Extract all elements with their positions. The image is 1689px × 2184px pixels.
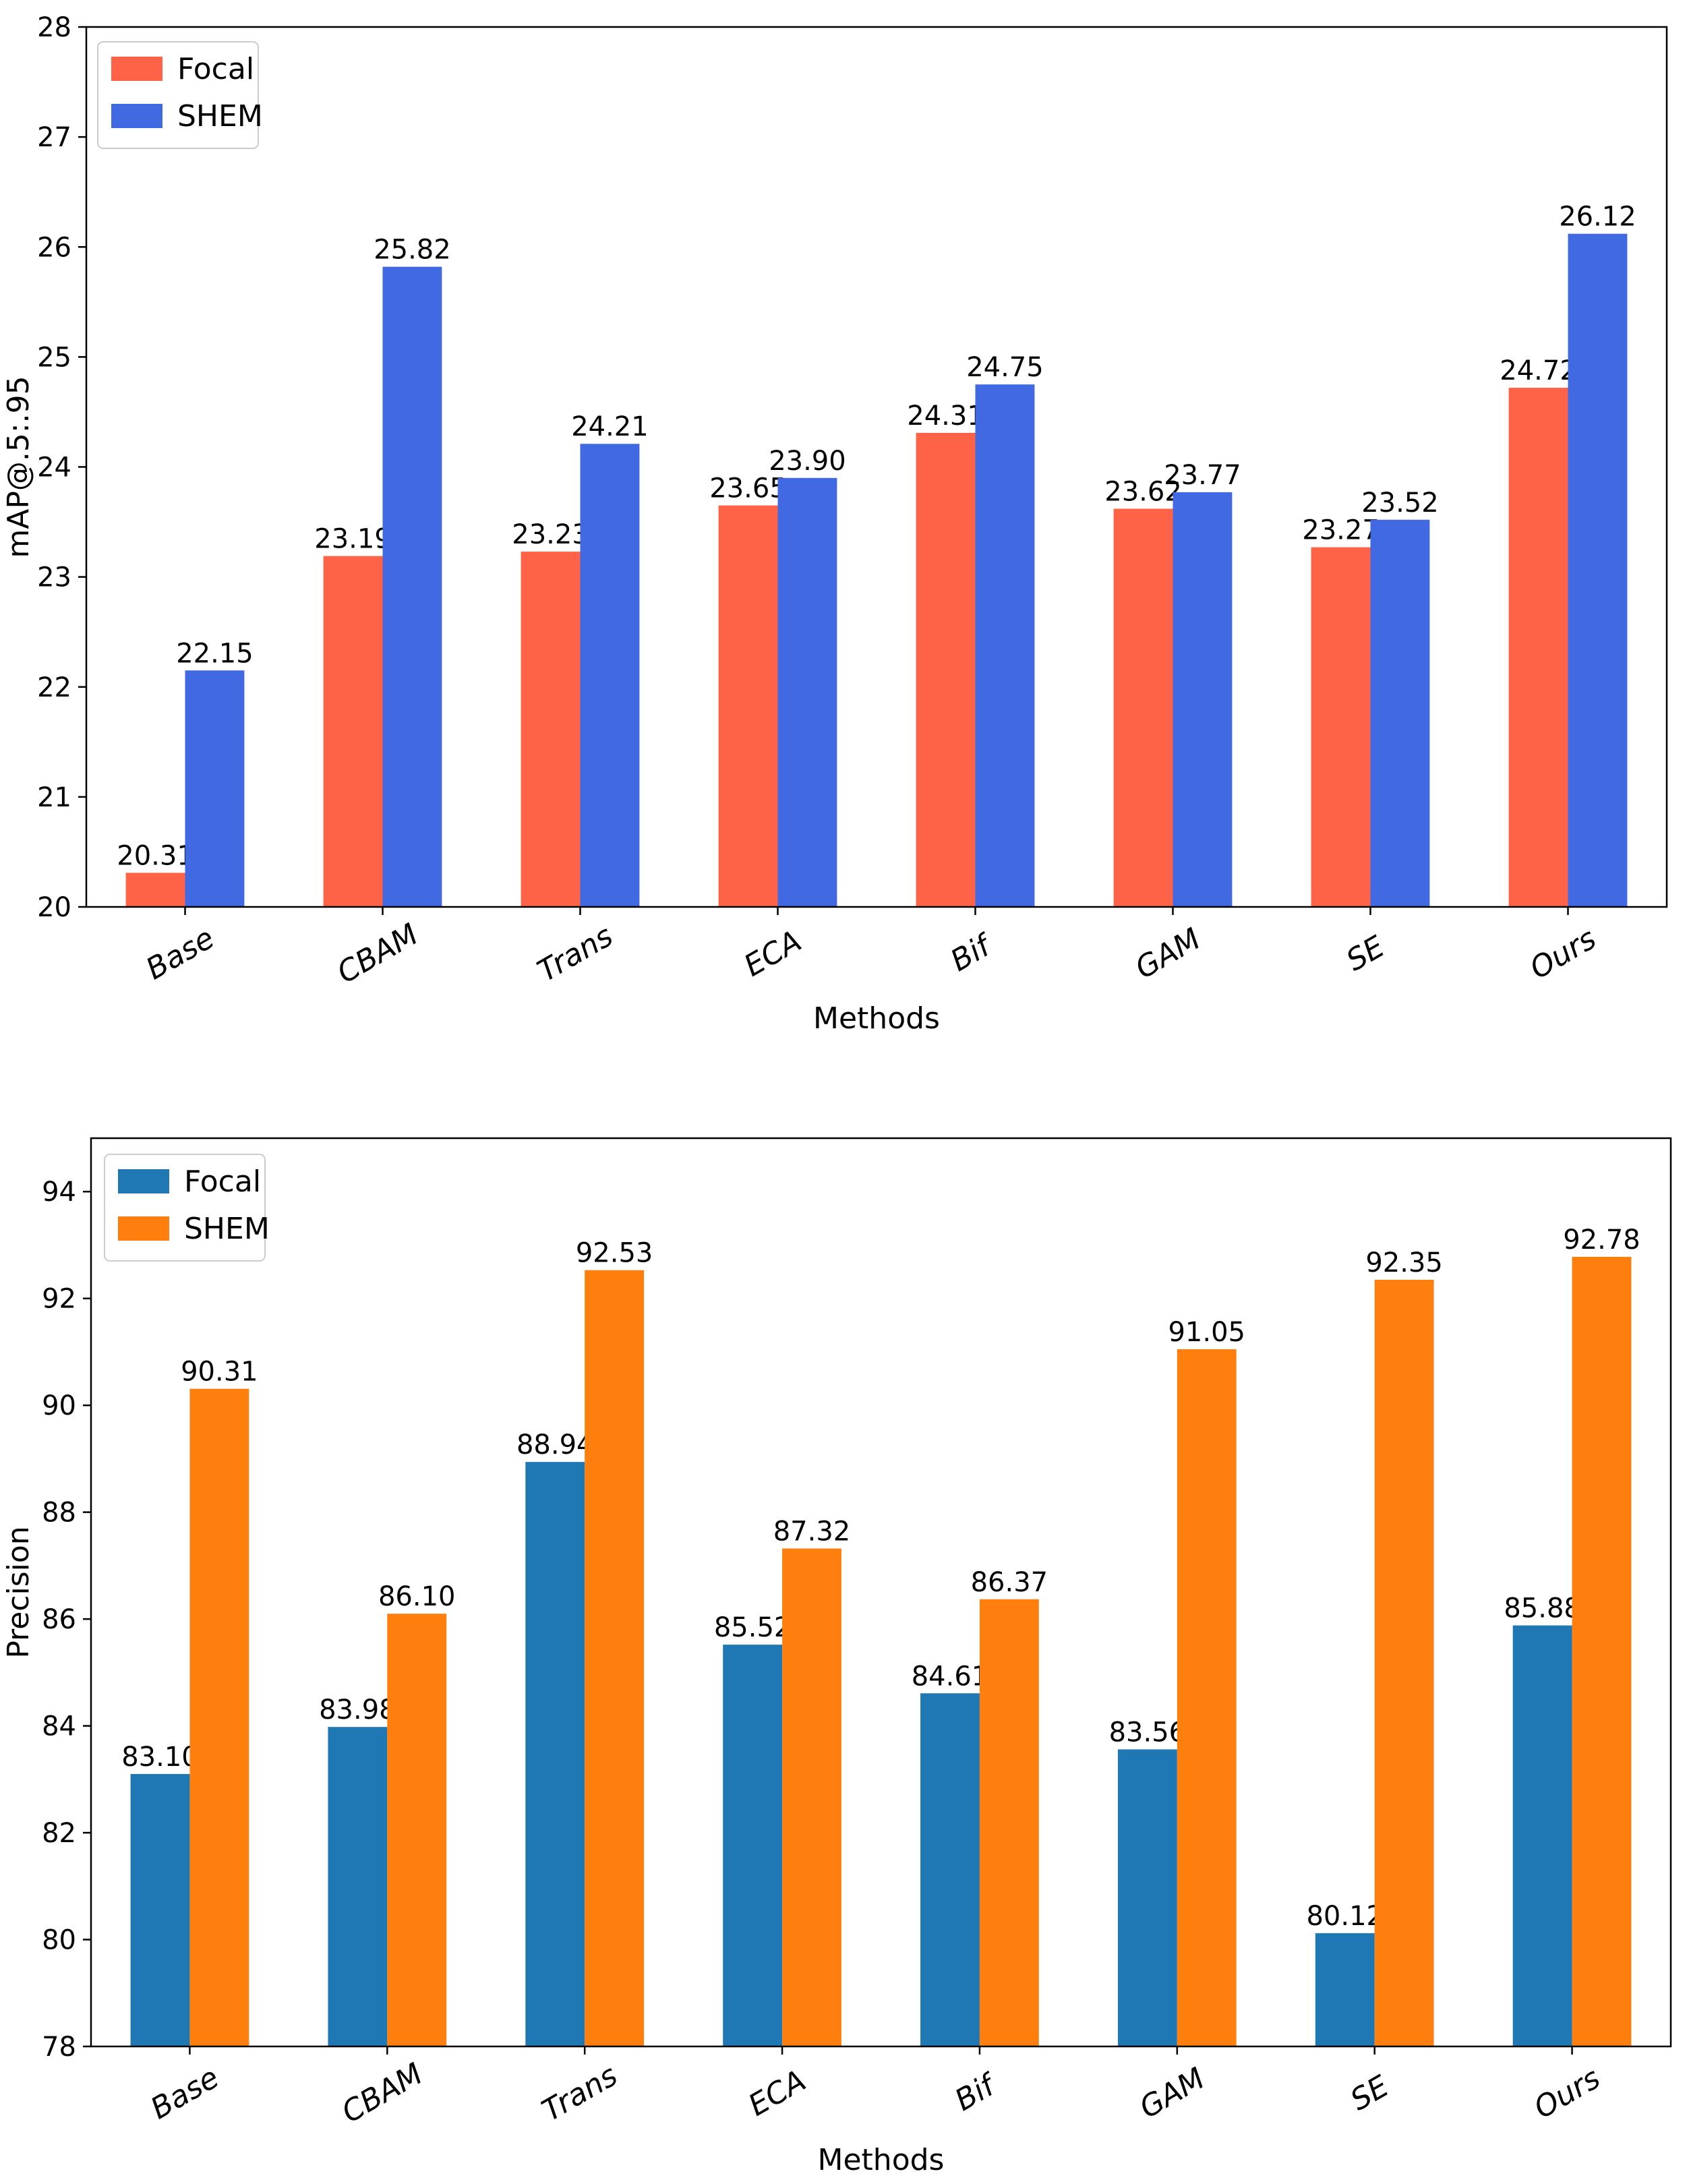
- y-tick-label: 94: [42, 1177, 76, 1208]
- y-tick-label: 78: [42, 2032, 76, 2063]
- value-label-shem-bif: 24.75: [966, 352, 1044, 383]
- bar-shem-se: [1374, 1279, 1434, 2046]
- bar-shem-base: [189, 1388, 249, 2046]
- bar-shem-gam: [1173, 492, 1233, 907]
- x-axis-label: Methods: [818, 2143, 945, 2177]
- value-label-shem-trans: 24.21: [571, 411, 649, 442]
- bar-focal-bif: [916, 432, 976, 907]
- chart-precision: 83.10 83.98 88.94 85.52 84.61 83.56 80.12 85.88…: [1, 1137, 1672, 2177]
- bar-focal-cbam: [328, 1727, 388, 2046]
- value-label-shem-gam: 91.05: [1168, 1317, 1245, 1348]
- legend-swatch-focal: [111, 57, 162, 81]
- bar-shem-se: [1370, 519, 1430, 907]
- bar-focal-ours: [1512, 1625, 1572, 2046]
- y-tick-label: 82: [42, 1818, 76, 1849]
- bar-shem-eca: [782, 1548, 841, 2046]
- bar-shem-bif: [975, 384, 1035, 907]
- value-label-focal-bif: 84.61: [912, 1661, 989, 1692]
- y-tick-label: 27: [37, 122, 71, 153]
- bar-shem-bif: [979, 1599, 1039, 2046]
- value-label-focal-eca: 23.65: [709, 473, 787, 504]
- y-tick-label: 86: [42, 1604, 76, 1635]
- value-label-focal-cbam: 23.19: [314, 524, 392, 555]
- value-label-shem-base: 22.15: [176, 638, 254, 669]
- legend-label-shem: SHEM: [184, 1212, 270, 1246]
- y-tick-label: 84: [42, 1711, 76, 1742]
- y-tick-label: 23: [37, 562, 71, 593]
- bar-shem-cbam: [387, 1614, 447, 2046]
- value-label-shem-gam: 23.77: [1164, 460, 1241, 491]
- y-tick-label: 80: [42, 1925, 76, 1956]
- y-tick-label: 21: [37, 782, 71, 813]
- value-label-focal-gam: 83.56: [1109, 1717, 1187, 1748]
- bar-focal-trans: [521, 552, 581, 907]
- y-tick-label: 24: [37, 452, 71, 483]
- value-label-shem-trans: 92.53: [576, 1238, 653, 1269]
- value-label-shem-eca: 87.32: [773, 1516, 851, 1547]
- legend-swatch-shem: [111, 104, 162, 128]
- bar-shem-ours: [1572, 1256, 1632, 2046]
- value-label-focal-base: 83.10: [121, 1742, 199, 1773]
- bar-shem-trans: [585, 1270, 645, 2046]
- bar-shem-base: [185, 670, 245, 907]
- value-label-focal-se: 23.27: [1302, 515, 1380, 546]
- value-label-shem-eca: 23.90: [769, 446, 846, 477]
- value-label-focal-se: 80.12: [1306, 1901, 1384, 1932]
- y-tick-label: 22: [37, 672, 71, 703]
- plot-frame: [90, 1137, 1672, 2048]
- y-tick-label: 25: [37, 342, 71, 373]
- bar-focal-eca: [723, 1645, 783, 2046]
- value-label-shem-cbam: 86.10: [378, 1581, 456, 1612]
- legend-label-focal: Focal: [184, 1164, 261, 1199]
- value-label-shem-bif: 86.37: [971, 1567, 1048, 1598]
- x-axis-label: Methods: [813, 1001, 940, 1036]
- value-label-focal-bif: 24.31: [907, 401, 984, 432]
- value-label-focal-eca: 85.52: [714, 1612, 792, 1643]
- bar-shem-ours: [1568, 233, 1628, 907]
- value-label-focal-gam: 23.62: [1104, 476, 1182, 507]
- y-tick-label: 20: [37, 892, 71, 923]
- y-tick-label: 26: [37, 232, 71, 263]
- bar-focal-eca: [718, 505, 778, 907]
- value-label-shem-cbam: 25.82: [374, 235, 451, 266]
- value-label-focal-base: 20.31: [117, 840, 194, 871]
- bar-focal-trans: [525, 1462, 585, 2046]
- y-tick-label: 90: [42, 1390, 76, 1421]
- y-axis-label: Precision: [1, 1526, 36, 1658]
- value-label-shem-ours: 26.12: [1559, 202, 1636, 233]
- value-label-shem-base: 90.31: [181, 1357, 258, 1388]
- value-label-focal-trans: 88.94: [516, 1429, 594, 1460]
- bar-focal-bif: [920, 1693, 980, 2046]
- legend-label-focal: Focal: [177, 52, 254, 86]
- value-label-focal-ours: 85.88: [1504, 1593, 1581, 1624]
- value-label-focal-cbam: 83.98: [319, 1694, 396, 1725]
- bar-shem-cbam: [382, 266, 442, 907]
- bar-focal-gam: [1117, 1749, 1177, 2046]
- value-label-focal-ours: 24.72: [1500, 355, 1577, 386]
- bar-focal-se: [1311, 547, 1371, 907]
- bar-focal-base: [130, 1773, 190, 2046]
- bar-shem-trans: [580, 444, 640, 907]
- y-tick-label: 92: [42, 1284, 76, 1315]
- value-label-shem-se: 23.52: [1361, 488, 1439, 519]
- value-label-focal-trans: 23.23: [512, 519, 589, 550]
- y-tick-label: 28: [37, 12, 71, 43]
- bar-focal-gam: [1113, 508, 1173, 907]
- bar-focal-se: [1315, 1933, 1375, 2046]
- y-axis-label: mAP@.5:.95: [1, 376, 36, 558]
- bar-focal-base: [125, 873, 185, 907]
- chart-map: 20.31 23.19 23.23 23.65 24.31 23.62 23.27 24.72…: [1, 12, 1668, 1036]
- legend-swatch-shem: [118, 1216, 169, 1241]
- value-label-shem-ours: 92.78: [1563, 1224, 1640, 1256]
- bar-shem-gam: [1177, 1349, 1237, 2046]
- y-tick-label: 88: [42, 1498, 76, 1529]
- legend-label-shem: SHEM: [177, 99, 263, 134]
- legend-swatch-focal: [118, 1169, 169, 1193]
- bar-focal-ours: [1508, 388, 1568, 907]
- bar-focal-cbam: [323, 556, 383, 907]
- value-label-shem-se: 92.35: [1365, 1247, 1443, 1278]
- bar-shem-eca: [777, 477, 837, 907]
